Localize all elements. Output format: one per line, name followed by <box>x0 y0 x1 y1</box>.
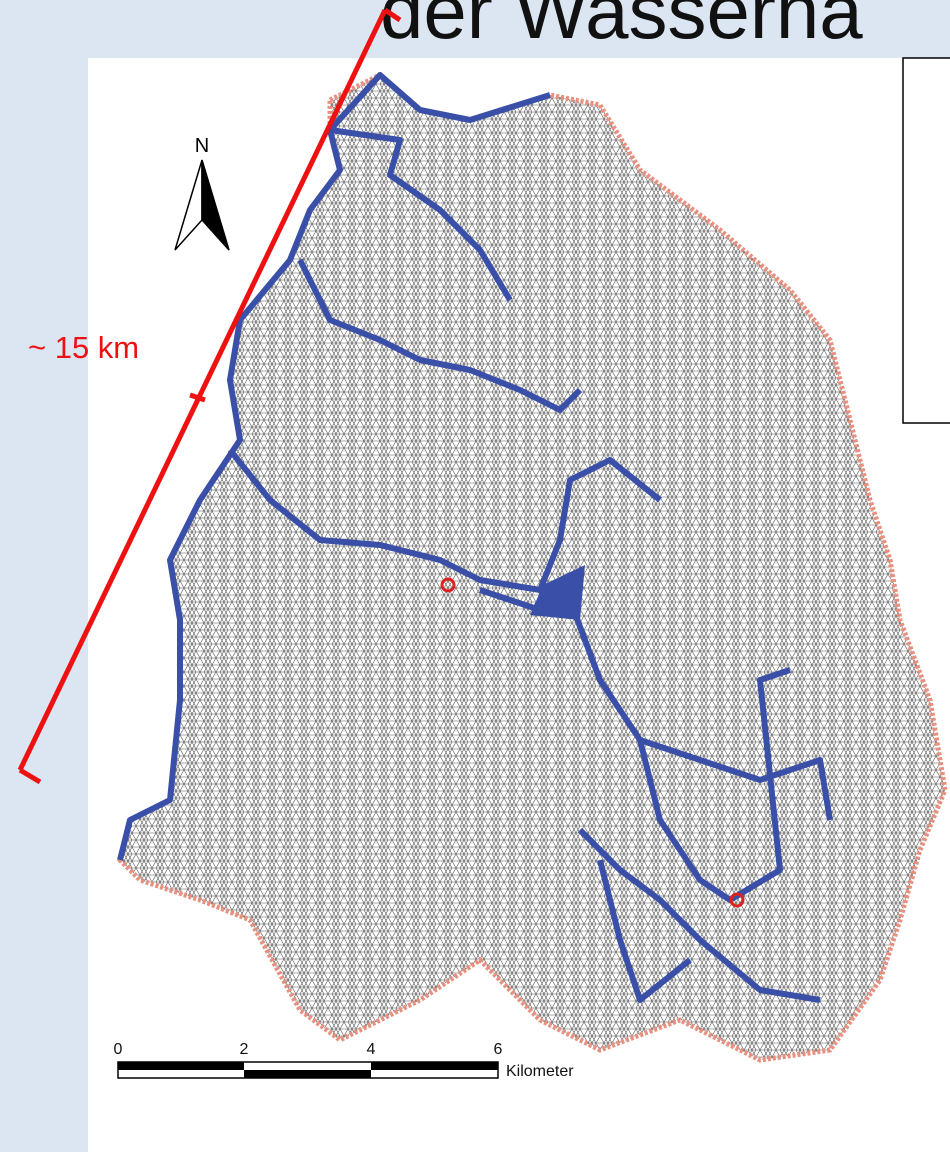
inset-box <box>903 58 950 423</box>
scale-label: 0 <box>114 1041 123 1058</box>
page: der Wasserha N ~ 15 km 0246Kilometer (()… <box>0 0 950 1152</box>
slide: der Wasserha N ~ 15 km 0 2 4 6Kilometer <box>0 0 950 1152</box>
scale-label: 2 <box>240 1041 249 1058</box>
scale-bar <box>118 1062 498 1078</box>
scale-unit: Kilometer <box>506 1063 574 1080</box>
scale-label: 6 <box>494 1041 503 1058</box>
slide-title: der Wasserha <box>380 0 863 55</box>
north-label: N <box>195 135 209 157</box>
distance-label: ~ 15 km <box>28 330 139 365</box>
scale-label: 4 <box>367 1041 376 1058</box>
